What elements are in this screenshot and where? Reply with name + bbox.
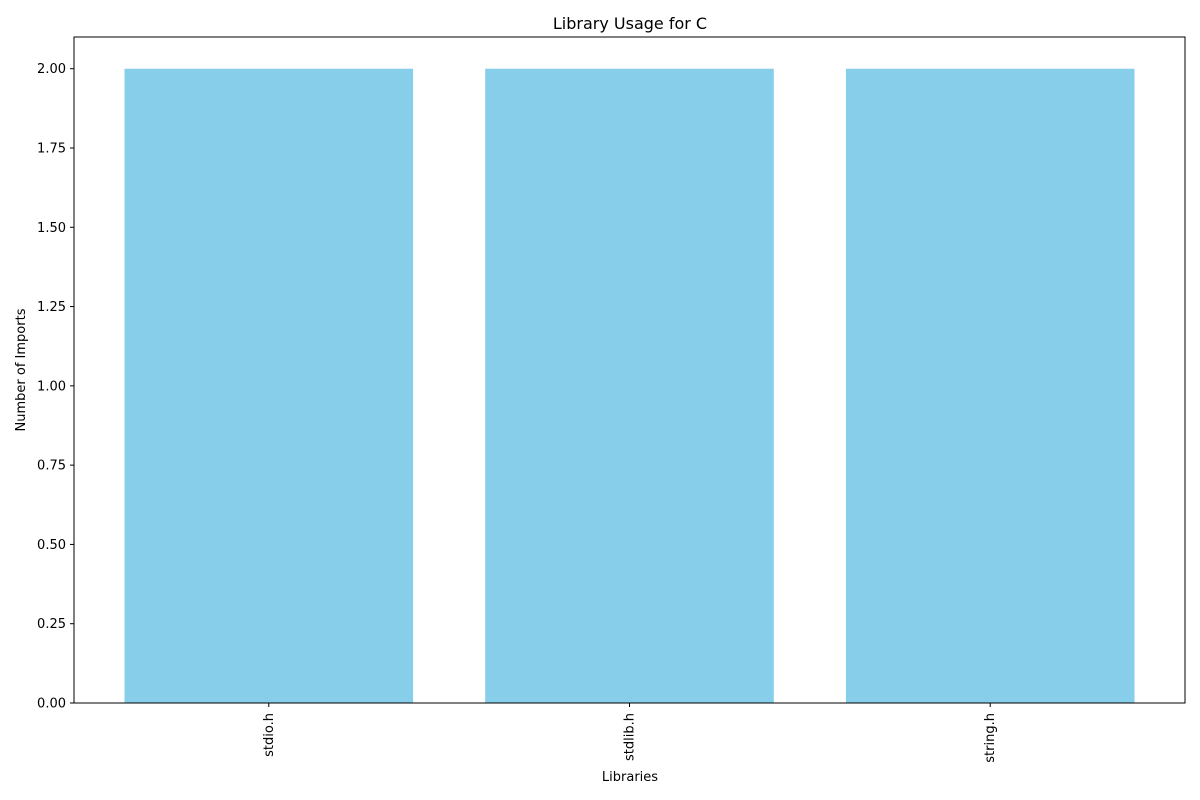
x-axis-ticks: stdio.h stdlib.h string.h [262, 703, 998, 763]
y-tick-label: 1.75 [37, 142, 66, 157]
y-tick-label: 0.25 [37, 617, 66, 632]
y-tick-label: 0.00 [37, 697, 66, 712]
x-tick-label: string.h [983, 713, 998, 763]
y-tick-label: 1.50 [37, 221, 66, 236]
x-tick-label: stdlib.h [623, 713, 638, 761]
y-axis-label: Number of Imports [14, 308, 29, 431]
chart-title: Library Usage for C [553, 14, 707, 33]
x-tick-label: stdio.h [262, 713, 277, 757]
y-tick-label: 1.25 [37, 300, 66, 315]
y-tick-label: 0.75 [37, 459, 66, 474]
y-axis-ticks: 0.00 0.25 0.50 0.75 1.00 1.25 1.50 1.75 2.00 [37, 62, 74, 712]
bar-string-h [845, 68, 1135, 703]
y-tick-label: 0.50 [37, 538, 66, 553]
x-axis-label: Libraries [602, 770, 658, 785]
bar-stdio-h [124, 68, 414, 703]
y-tick-label: 1.00 [37, 379, 66, 394]
y-tick-label: 2.00 [37, 62, 66, 77]
bars-group [124, 68, 1135, 703]
plot-frame [73, 36, 1186, 704]
bar-stdlib-h [485, 68, 774, 703]
